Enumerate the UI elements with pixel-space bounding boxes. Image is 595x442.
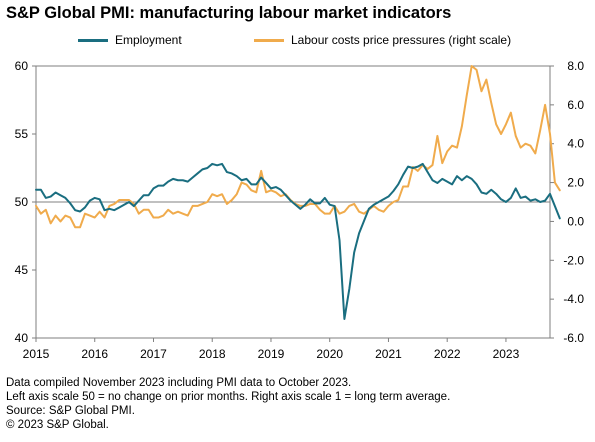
x-axis-tick-label: 2022 <box>434 347 461 361</box>
left-axis-tick-label: 60 <box>15 59 29 73</box>
copyright-text: © 2023 S&P Global. <box>6 419 109 431</box>
legend-item-employment: Employment <box>78 33 182 47</box>
chart-title: S&P Global PMI: manufacturing labour mar… <box>6 4 452 22</box>
left-axis-tick-label: 45 <box>15 263 29 277</box>
left-axis-tick-label: 55 <box>15 127 29 141</box>
right-axis-tick-label: -6.0 <box>563 331 584 345</box>
chart-notes: Data compiled November 2023 including PM… <box>6 376 450 432</box>
chart-legend: Employment Labour costs price pressures … <box>0 33 595 49</box>
x-axis-tick-label: 2020 <box>316 347 343 361</box>
x-axis-tick-label: 2021 <box>375 347 402 361</box>
x-axis-tick-label: 2016 <box>81 347 108 361</box>
x-axis-tick-label: 2019 <box>258 347 285 361</box>
series-line-labour-costs <box>35 65 561 229</box>
note-axis-scale: Left axis scale 50 = no change on prior … <box>6 391 451 403</box>
note-source: Source: S&P Global PMI. <box>6 405 135 417</box>
x-axis-tick-label: 2018 <box>199 347 226 361</box>
right-axis-tick-label: 6.0 <box>567 98 584 112</box>
series-line-employment <box>35 162 561 320</box>
note-data-compiled: Data compiled November 2023 including PM… <box>6 377 352 389</box>
right-axis-tick-label: 4.0 <box>567 137 584 151</box>
legend-swatch-labour-costs <box>254 38 284 42</box>
right-axis-tick-label: -4.0 <box>563 292 584 306</box>
left-axis-tick-label: 50 <box>15 195 29 209</box>
legend-label-labour-costs: Labour costs price pressures (right scal… <box>291 33 512 47</box>
left-axis-tick-label: 40 <box>15 331 29 345</box>
right-axis-tick-label: -2.0 <box>563 253 584 267</box>
right-axis-tick-label: 2.0 <box>567 176 584 190</box>
right-axis-tick-label: 8.0 <box>567 59 584 73</box>
x-axis-tick-label: 2023 <box>493 347 520 361</box>
legend-swatch-employment <box>78 38 108 42</box>
right-axis-tick-label: 0.0 <box>567 214 584 228</box>
x-axis-tick-label: 2015 <box>23 347 50 361</box>
x-axis-tick-label: 2017 <box>140 347 167 361</box>
legend-label-employment: Employment <box>115 33 182 47</box>
legend-item-labour-costs: Labour costs price pressures (right scal… <box>254 33 511 47</box>
